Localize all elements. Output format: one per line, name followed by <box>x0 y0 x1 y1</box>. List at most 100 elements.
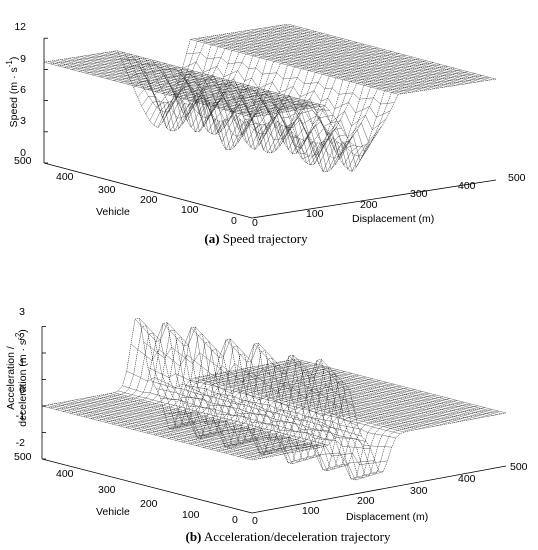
surface-cross-line <box>161 96 371 168</box>
surface-cross-line <box>56 60 265 116</box>
y-tick-label: 300 <box>98 484 116 496</box>
caption-b-tag: (b) <box>185 529 201 544</box>
surface-cross-line <box>206 36 415 92</box>
y-tick-label: 300 <box>98 184 116 196</box>
z-tick-label: 0 <box>20 147 26 159</box>
y-tick-label: 400 <box>56 171 74 183</box>
z-tick-label: -2 <box>16 437 25 449</box>
surface-cross-line <box>121 59 330 111</box>
caption-a-tag: (a) <box>204 231 219 246</box>
z-axis-label-close: ) <box>8 57 20 61</box>
surface-cross-line <box>240 369 452 424</box>
surface-cross-line <box>105 394 316 449</box>
surface-cross-line <box>198 376 409 432</box>
surface-cross-line <box>218 34 427 91</box>
surface-cross-line <box>215 373 426 429</box>
surface-cross-line <box>149 99 358 173</box>
surface-cross-line <box>64 58 273 115</box>
caption-b-text: Acceleration/deceleration trajectory <box>204 529 391 544</box>
z-tick-label: -1 <box>16 410 25 422</box>
x-tick-label: 0 <box>252 515 258 527</box>
surface-cross-line <box>52 60 261 117</box>
z-axis-label-text: Speed (m · s <box>8 67 20 127</box>
surface-cross-line <box>243 30 452 87</box>
speed-axes <box>43 37 497 219</box>
surface-cross-line <box>194 377 405 433</box>
surface-cross-line <box>165 92 375 162</box>
surface-cross-line <box>109 51 318 108</box>
acceleration-axes <box>41 326 507 514</box>
x-axis-label: Displacement (m) <box>346 511 428 523</box>
surface-cross-line <box>96 395 308 450</box>
y-tick-label: 500 <box>14 451 32 463</box>
surface-cross-line <box>271 26 480 82</box>
surface-cross-line <box>169 86 379 153</box>
surface-cross-line <box>88 397 299 452</box>
surface-cross-line <box>274 362 485 418</box>
surface-cross-line <box>84 398 295 453</box>
surface-cross-line <box>182 61 391 118</box>
surface-cross-line <box>178 70 387 131</box>
z-axis-label-close: ) <box>17 329 29 333</box>
z-axis-label: Speed (m · s-1) <box>5 57 20 128</box>
surface-cross-line <box>117 50 326 106</box>
surface-cross-line <box>96 53 305 110</box>
surface-cross-line <box>122 385 333 442</box>
z-tick-label: 6 <box>20 84 26 96</box>
surface-cross-line <box>129 72 338 127</box>
surface-cross-line <box>253 366 464 421</box>
surface-cross-line <box>177 412 388 465</box>
surface-cross-line <box>236 369 447 425</box>
z-tick-label: 0 <box>19 384 25 396</box>
x-tick-label: 300 <box>410 188 428 200</box>
surface-cross-line <box>118 390 329 446</box>
surface-cross-line <box>232 370 443 425</box>
surface-cross-line <box>223 372 435 427</box>
surface-cross-line <box>130 343 342 410</box>
surface-cross-line <box>63 401 274 457</box>
surface-cross-line <box>266 364 477 419</box>
surface-cross-line <box>247 30 456 86</box>
z-axis-label-text2: deceleration (m · s <box>17 340 29 427</box>
surface-cross-line <box>279 361 490 417</box>
surface-cross-line <box>270 363 481 418</box>
surface-cross-line <box>92 54 301 110</box>
surface-cross-line <box>113 392 325 447</box>
y-tick-label: 100 <box>182 509 200 521</box>
surface-cross-line <box>235 32 444 88</box>
surface-cross-line <box>255 29 464 85</box>
surface-cross-line <box>287 23 497 80</box>
surface-cross-line <box>239 31 448 87</box>
z-axis-label-line2: deceleration (m · s-2) <box>14 329 29 427</box>
vehicle-trajectory-line <box>64 29 309 132</box>
surface-cross-line <box>219 372 430 428</box>
y-tick-label: 500 <box>14 155 32 167</box>
surface-cross-line <box>60 59 269 115</box>
z-tick-label: 3 <box>20 115 26 127</box>
surface-cross-line <box>109 393 320 448</box>
z-axis-label-exp: -1 <box>5 60 14 68</box>
surface-cross-line <box>104 52 314 108</box>
x-tick-label: 500 <box>508 172 526 184</box>
z-tick-label: 1 <box>19 357 25 369</box>
y-axis-line <box>41 458 253 514</box>
surface-cross-line <box>222 34 431 90</box>
x-axis-line <box>251 179 497 219</box>
surface-cross-line <box>58 402 269 458</box>
y-tick-label: 0 <box>232 514 238 526</box>
surface-cross-line <box>125 65 334 119</box>
surface-cross-line <box>190 379 401 434</box>
vehicle-trajectory-line <box>182 60 427 155</box>
surface-cross-line <box>160 398 371 449</box>
caption-a: (a) Speed trajectory <box>204 231 308 246</box>
surface-cross-line <box>143 341 354 408</box>
surface-cross-line <box>287 360 498 415</box>
surface-cross-line <box>84 55 293 111</box>
surface-cross-line <box>48 61 257 117</box>
surface-cross-line <box>145 96 354 165</box>
y-tick-label: 400 <box>56 468 74 480</box>
surface-cross-line <box>181 397 392 448</box>
surface-cross-line <box>134 318 346 391</box>
y-tick-label: 200 <box>140 194 158 206</box>
